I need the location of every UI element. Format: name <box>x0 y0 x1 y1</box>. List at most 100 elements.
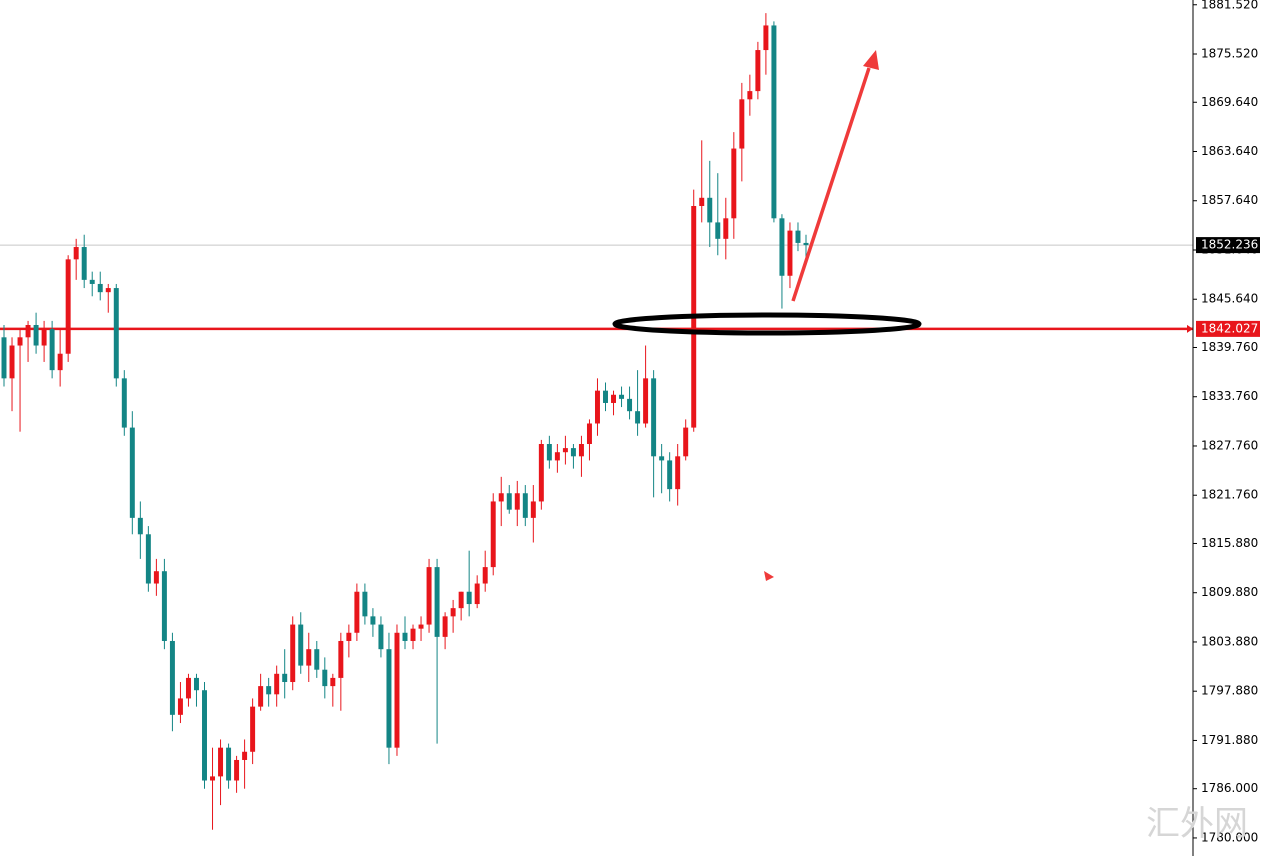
candle-body <box>763 25 769 51</box>
candle-body <box>338 640 344 678</box>
candle-body <box>707 197 713 223</box>
candle-body <box>169 640 175 715</box>
candle-body <box>185 677 191 699</box>
candle-body <box>73 247 79 260</box>
candle-body <box>1 337 7 379</box>
candle-body <box>129 427 135 518</box>
candle-body <box>57 353 63 371</box>
candle-body <box>482 567 488 584</box>
candle-body <box>731 148 737 219</box>
y-tick-label: 1881.520 <box>1201 0 1258 11</box>
candle-body <box>306 649 312 666</box>
candle-body <box>137 517 143 535</box>
y-tick-label: 1809.880 <box>1201 585 1258 599</box>
candle-body <box>586 423 592 445</box>
y-tick-label: 1815.880 <box>1201 536 1258 550</box>
candle-body <box>386 649 392 748</box>
candle-body <box>643 378 649 424</box>
candle-body <box>530 501 536 518</box>
candle-body <box>402 632 408 641</box>
price-label-box <box>1196 320 1260 337</box>
candle-body <box>202 690 207 781</box>
candle-body <box>779 218 785 276</box>
price-label-pointer <box>1187 324 1193 333</box>
candle-body <box>161 571 167 641</box>
candle-body <box>570 448 576 457</box>
candle-body <box>627 398 633 412</box>
candle-body <box>619 394 625 399</box>
candle-body <box>755 50 761 92</box>
candle-body <box>322 669 328 687</box>
y-tick-label: 1857.640 <box>1201 193 1258 207</box>
annotation-marker <box>764 571 774 581</box>
candle-body <box>41 329 47 346</box>
candle-body <box>346 632 352 641</box>
y-tick-label: 1875.520 <box>1201 47 1258 61</box>
grid-layer <box>0 244 1193 331</box>
y-tick-label: 1803.880 <box>1201 634 1258 648</box>
candle-body <box>105 288 111 293</box>
candle-body <box>426 567 432 625</box>
y-tick-label: 1797.880 <box>1201 684 1258 698</box>
candle-body <box>699 197 705 206</box>
candle-body <box>651 378 657 457</box>
candle-body <box>89 279 95 284</box>
y-tick-label: 1845.640 <box>1201 292 1258 306</box>
y-tick-label: 1786.000 <box>1201 781 1258 795</box>
candle-body <box>394 632 400 748</box>
candle-body <box>506 493 512 510</box>
candle-body <box>266 686 272 695</box>
candle-body <box>25 325 31 338</box>
candle-body <box>65 259 71 354</box>
candle-body <box>675 456 681 490</box>
price-label-box <box>1196 237 1260 254</box>
candle-body <box>683 427 689 457</box>
candle-body <box>715 222 721 239</box>
candle-body <box>49 329 55 371</box>
candle-body <box>418 624 424 629</box>
candle-body <box>739 99 745 149</box>
candle-body <box>667 460 673 490</box>
candle-body <box>410 628 416 641</box>
candle-body <box>145 534 151 584</box>
annotation-arrow <box>791 67 871 302</box>
y-tick-label: 1833.760 <box>1201 389 1258 403</box>
candle-body <box>603 390 608 403</box>
candle-body <box>562 448 568 453</box>
candle-body <box>121 378 127 428</box>
y-tick-label: 1821.760 <box>1201 488 1258 502</box>
annotation-ellipse <box>612 312 922 336</box>
y-tick-label: 1869.640 <box>1201 95 1258 109</box>
candle-body <box>659 456 665 461</box>
candle-body <box>578 444 584 457</box>
candle-body <box>226 747 232 781</box>
candle-body <box>250 706 256 752</box>
candle-body <box>594 390 600 424</box>
price-label: 1852.236 <box>1201 238 1258 252</box>
watermark: 汇外网 <box>1146 804 1248 844</box>
candle-body <box>210 776 216 781</box>
axis-layer: 1780.000 1786.000 1791.880 1797.880 1803.880… <box>1187 0 1260 844</box>
candle-body <box>290 624 296 683</box>
candle-body <box>611 394 617 403</box>
candle-body <box>466 591 472 605</box>
candles-layer <box>1 13 809 830</box>
candle-body <box>362 591 368 617</box>
candle-body <box>330 677 336 687</box>
y-tick-label: 1791.880 <box>1201 733 1258 747</box>
candle-body <box>803 242 809 246</box>
candle-body <box>522 493 528 518</box>
candle-body <box>434 567 440 637</box>
y-tick-label: 1839.760 <box>1201 340 1258 354</box>
candle-body <box>9 345 15 379</box>
y-tick-label: 1863.640 <box>1201 144 1258 158</box>
candle-body <box>442 616 448 637</box>
candle-body <box>490 501 496 568</box>
candle-body <box>193 677 199 691</box>
candle-body <box>635 411 641 424</box>
candle-body <box>554 452 560 461</box>
candle-body <box>723 218 729 239</box>
y-tick-label: 1780.000 <box>1201 830 1258 844</box>
candle-body <box>17 337 23 346</box>
